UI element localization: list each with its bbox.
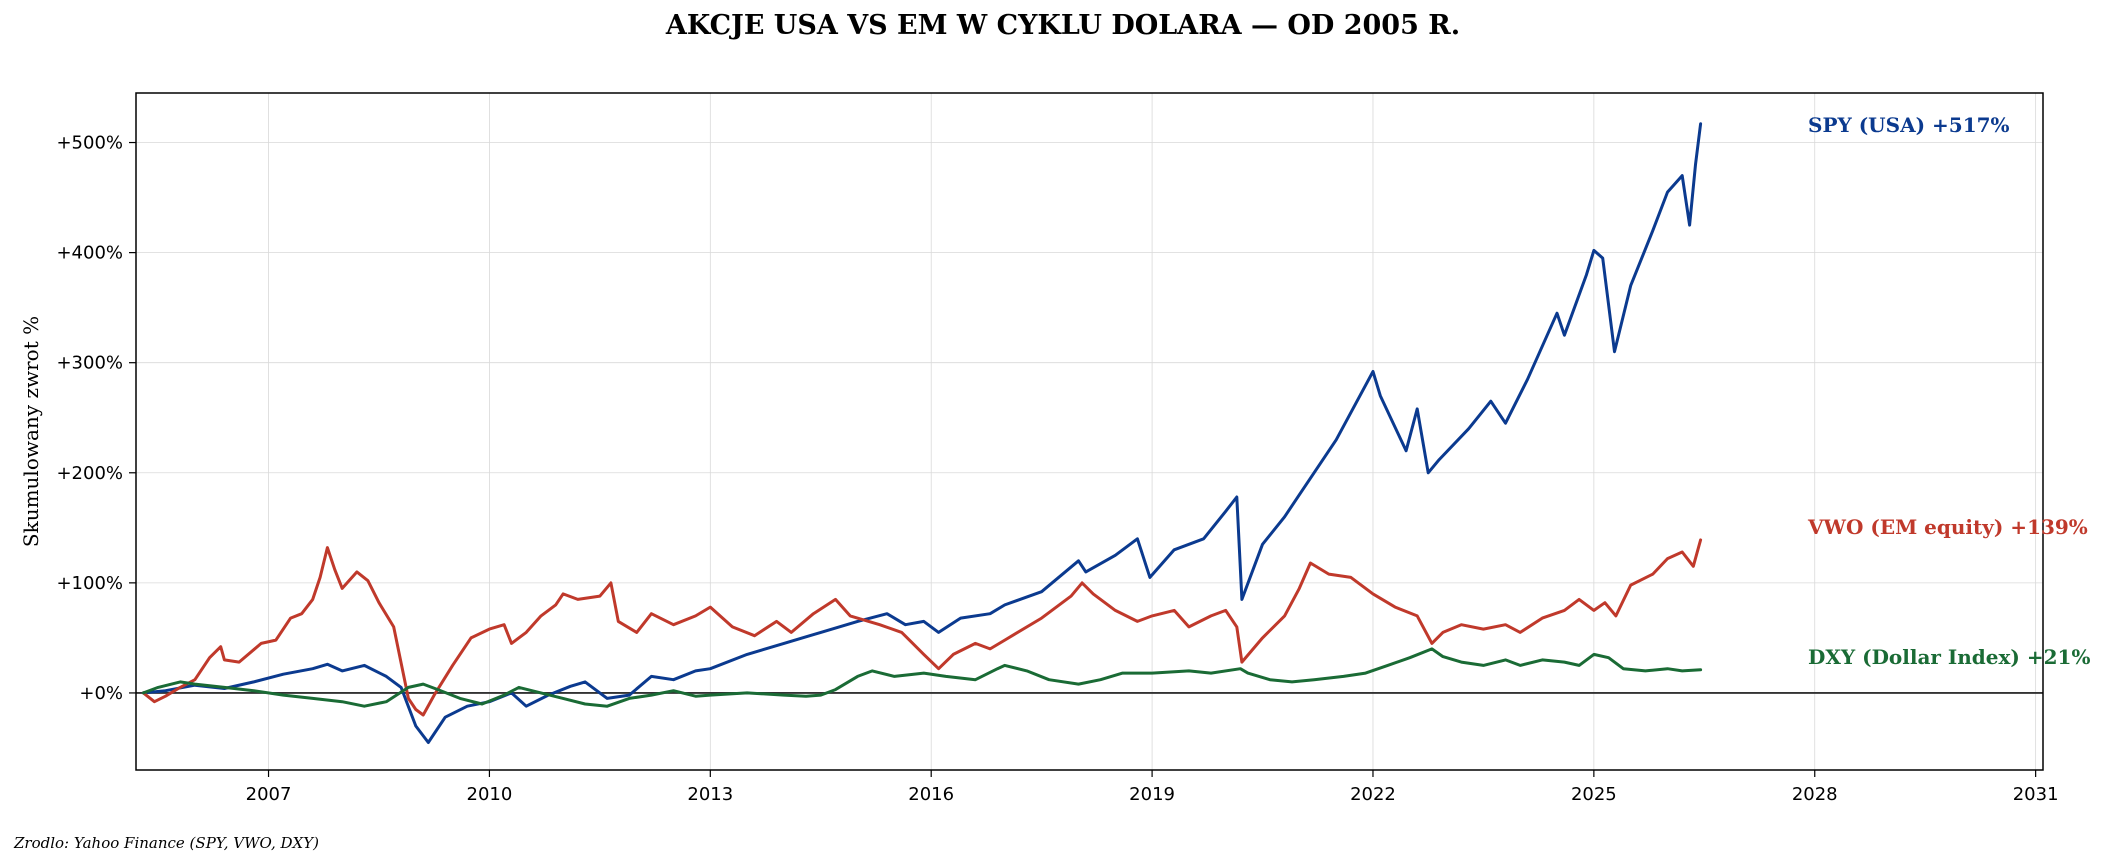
series-line-vwo-em-equity — [141, 538, 1703, 717]
x-tick-label: 2010 — [467, 784, 513, 805]
x-tick-label: 2025 — [1571, 784, 1617, 805]
x-tick-label: 2016 — [908, 784, 954, 805]
series-line-dxy-dollar-index — [141, 647, 1703, 708]
y-tick-label: +0% — [79, 683, 123, 704]
plot-area-frame — [135, 92, 2044, 771]
series-label-dxy-dollar-index: DXY (Dollar Index) +21% — [1808, 645, 2090, 669]
axis-ticks: 2007 2010 2013 2016 2019 2022 2025 2028 2031 +0% +… — [56, 133, 2058, 805]
y-tick-label: +100% — [56, 573, 123, 594]
y-tick-label: +400% — [56, 243, 123, 264]
y-axis-label: Skumulowany zwrot % — [19, 316, 43, 547]
series-line-spy-usa — [141, 122, 1703, 744]
source-note: Zrodlo: Yahoo Finance (SPY, VWO, DXY) — [13, 834, 319, 852]
y-tick-label: +300% — [56, 353, 123, 374]
x-tick-label: 2019 — [1129, 784, 1175, 805]
x-tick-label: 2013 — [687, 784, 733, 805]
series-labels: SPY (USA) +517% VWO (EM equity) +139% DXY … — [1807, 113, 2090, 669]
series-label-spy-usa: SPY (USA) +517% — [1808, 113, 2010, 137]
series-label-vwo-em-equity: VWO (EM equity) +139% — [1807, 515, 2088, 539]
grid — [136, 93, 2043, 770]
x-tick-label: 2007 — [246, 784, 292, 805]
x-tick-label: 2028 — [1792, 784, 1838, 805]
x-tick-label: 2031 — [2013, 784, 2059, 805]
y-tick-label: +500% — [56, 133, 123, 154]
x-tick-label: 2022 — [1350, 784, 1396, 805]
y-tick-label: +200% — [56, 463, 123, 484]
series-group — [141, 122, 1703, 744]
chart-title: AKCJE USA VS EM W CYKLU DOLARA — OD 2005… — [665, 10, 1460, 41]
